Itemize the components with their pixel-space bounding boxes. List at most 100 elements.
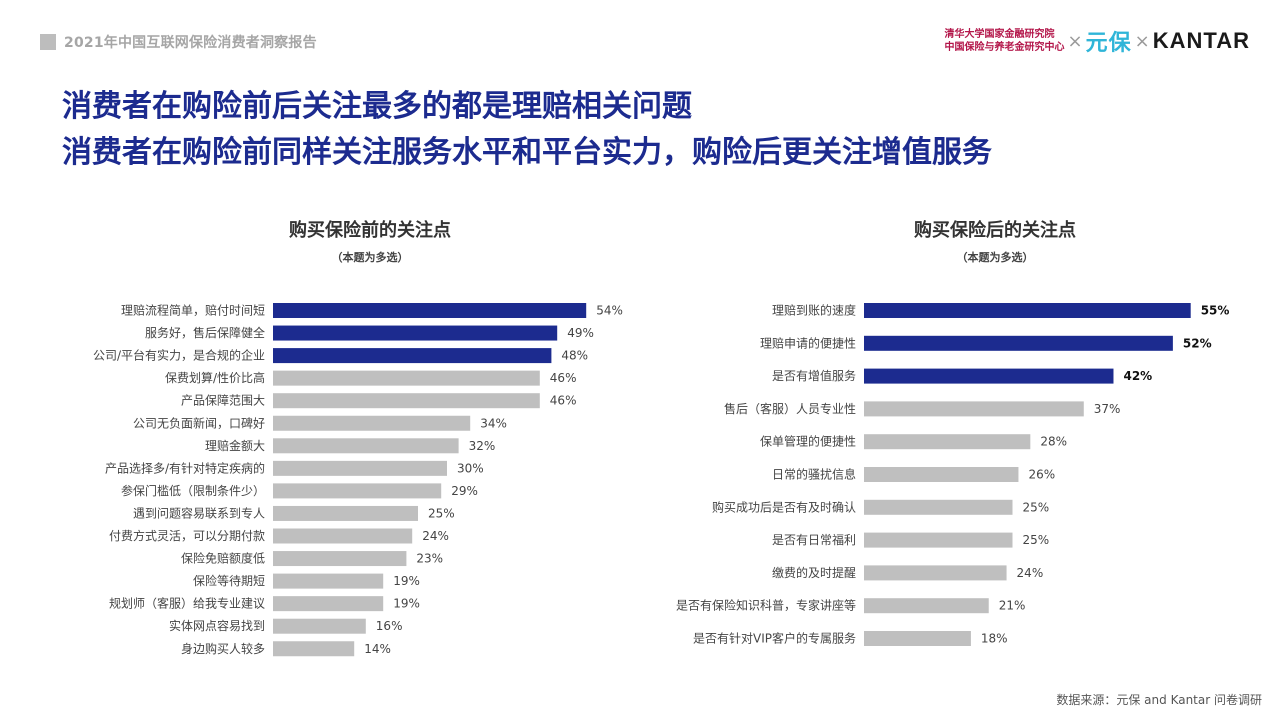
after-category-label: 日常的骚扰信息 xyxy=(772,467,856,482)
before-value-label: 48% xyxy=(561,349,588,363)
left-chart-subtitle: （本题为多选） xyxy=(331,251,409,264)
before-value-label: 34% xyxy=(480,416,507,430)
after-value-label: 37% xyxy=(1094,402,1121,416)
after-chart: 理赔到账的速度 55% 理赔申请的便捷性 52% 是否有增值服务 42% 售后（客服）人员专… xyxy=(676,303,1230,646)
cross-icon: × xyxy=(1134,30,1150,52)
after-category-label: 售后（客服）人员专业性 xyxy=(724,401,856,416)
before-value-label: 29% xyxy=(451,484,478,498)
after-category-label: 是否有日常福利 xyxy=(772,532,856,547)
after-category-label: 是否有增值服务 xyxy=(772,368,856,383)
before-category-label: 理赔金额大 xyxy=(205,438,265,453)
page-title-line1: 消费者在购险前后关注最多的都是理赔相关问题 xyxy=(62,89,692,124)
before-bar xyxy=(273,505,418,521)
before-bar xyxy=(273,303,587,318)
tsinghua-logo-line1: 清华大学国家金融研究院 xyxy=(944,29,1055,40)
before-bar xyxy=(273,325,558,341)
before-category-label: 产品选择多/有针对特定疾病的 xyxy=(105,460,265,475)
after-bar xyxy=(864,631,971,646)
after-value-label: 25% xyxy=(1023,500,1050,514)
tsinghua-logo-line2: 中国保险与养老金研究中心 xyxy=(944,42,1065,53)
before-value-label: 19% xyxy=(393,574,420,588)
before-category-label: 参保门槛低（限制条件少） xyxy=(121,483,265,498)
after-value-label: 25% xyxy=(1023,533,1050,547)
before-bar xyxy=(273,370,540,386)
after-category-label: 缴费的及时提醒 xyxy=(772,565,856,580)
right-chart-title: 购买保险后的关注点 xyxy=(914,220,1076,241)
before-bar xyxy=(273,596,384,612)
after-category-label: 理赔申请的便捷性 xyxy=(760,335,856,350)
after-bar xyxy=(864,368,1114,384)
before-value-label: 14% xyxy=(364,642,391,656)
after-bar xyxy=(864,434,1031,450)
before-value-label: 19% xyxy=(393,597,420,611)
before-category-label: 保费划算/性价比高 xyxy=(165,370,265,385)
after-value-label: 26% xyxy=(1028,468,1055,482)
before-category-label: 身边购买人较多 xyxy=(181,641,265,656)
after-bar xyxy=(864,467,1019,482)
after-bar xyxy=(864,401,1084,417)
after-bar xyxy=(864,598,989,614)
after-value-label: 24% xyxy=(1017,566,1044,580)
before-bar xyxy=(273,618,366,634)
report-header: 2021年中国互联网保险消费者洞察报告 xyxy=(40,33,317,51)
before-category-label: 理赔流程简单，赔付时间短 xyxy=(121,303,265,318)
after-bar xyxy=(864,335,1173,351)
before-value-label: 49% xyxy=(567,326,594,340)
before-bar xyxy=(273,573,384,589)
after-bar xyxy=(864,303,1191,318)
after-value-label: 55% xyxy=(1201,304,1230,318)
after-value-label: 28% xyxy=(1040,435,1067,449)
right-chart-subtitle: （本题为多选） xyxy=(956,251,1034,264)
tsinghua-logo: 清华大学国家金融研究院 中国保险与养老金研究中心 xyxy=(945,28,1065,54)
page-title-line2: 消费者在购险前同样关注服务水平和平台实力，购险后更关注增值服务 xyxy=(62,135,992,170)
cross-icon: × xyxy=(1067,30,1083,52)
before-bar xyxy=(273,483,442,499)
after-category-label: 理赔到账的速度 xyxy=(772,303,856,318)
before-category-label: 公司/平台有实力，是合规的企业 xyxy=(93,348,265,363)
logo-group: 清华大学国家金融研究院 中国保险与养老金研究中心 × 元保 × KANTAR xyxy=(945,24,1250,58)
after-value-label: 21% xyxy=(999,599,1026,613)
before-category-label: 服务好，售后保障健全 xyxy=(145,325,265,340)
after-bar xyxy=(864,565,1007,581)
before-value-label: 25% xyxy=(428,506,455,520)
before-bar xyxy=(273,415,471,431)
before-category-label: 实体网点容易找到 xyxy=(169,618,265,633)
after-bar xyxy=(864,499,1013,515)
before-value-label: 54% xyxy=(596,304,623,318)
before-category-label: 规划师（客服）给我专业建议 xyxy=(109,596,265,611)
before-bar xyxy=(273,460,447,476)
before-value-label: 46% xyxy=(550,394,577,408)
before-value-label: 30% xyxy=(457,461,484,475)
header-square-icon xyxy=(40,34,56,50)
before-bar xyxy=(273,348,552,364)
report-title: 2021年中国互联网保险消费者洞察报告 xyxy=(64,35,317,51)
before-category-label: 公司无负面新闻，口碑好 xyxy=(133,415,265,430)
before-category-label: 保险等待期短 xyxy=(193,573,265,588)
before-bar xyxy=(273,641,355,657)
page-title: 消费者在购险前后关注最多的都是理赔相关问题 消费者在购险前同样关注服务水平和平台… xyxy=(62,84,992,176)
kantar-logo: KANTAR xyxy=(1152,28,1250,53)
before-chart: 理赔流程简单，赔付时间短 54% 服务好，售后保障健全 49% 公司/平台有实力，是合规… xyxy=(93,303,623,657)
data-source: 数据来源：元保 and Kantar 问卷调研 xyxy=(1056,693,1262,707)
yuanbao-logo: 元保 xyxy=(1085,31,1132,56)
before-value-label: 24% xyxy=(422,529,449,543)
after-bar xyxy=(864,532,1013,548)
after-category-label: 购买成功后是否有及时确认 xyxy=(712,499,856,514)
after-value-label: 52% xyxy=(1183,336,1212,350)
before-value-label: 46% xyxy=(550,371,577,385)
before-value-label: 23% xyxy=(416,552,443,566)
before-bar xyxy=(273,393,540,409)
before-bar xyxy=(273,438,459,454)
after-value-label: 18% xyxy=(981,632,1008,646)
left-chart-title: 购买保险前的关注点 xyxy=(289,220,451,241)
after-category-label: 是否有针对VIP客户的专属服务 xyxy=(693,631,856,646)
before-bar xyxy=(273,528,413,544)
before-value-label: 16% xyxy=(376,619,403,633)
before-category-label: 保险免赔额度低 xyxy=(181,551,265,566)
after-value-label: 42% xyxy=(1123,369,1152,383)
after-category-label: 是否有保险知识科普，专家讲座等 xyxy=(676,598,856,613)
before-category-label: 产品保障范围大 xyxy=(181,393,265,408)
before-category-label: 遇到问题容易联系到专人 xyxy=(133,505,265,520)
before-value-label: 32% xyxy=(469,439,496,453)
